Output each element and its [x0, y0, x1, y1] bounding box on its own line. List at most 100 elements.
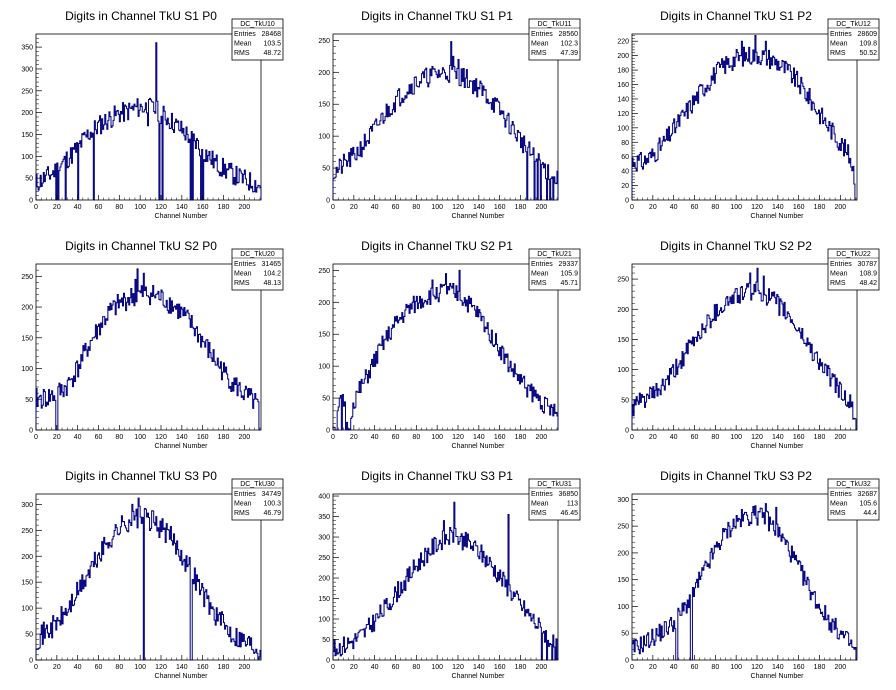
- y-tick-label: 250: [617, 277, 629, 284]
- y-tick-label: 150: [21, 335, 33, 342]
- stats-value: 104.2: [263, 271, 281, 278]
- y-tick-label: 150: [318, 332, 330, 339]
- x-tick-label: 0: [331, 664, 335, 671]
- x-tick-label: 0: [34, 664, 38, 671]
- x-tick-label: 140: [473, 434, 485, 441]
- x-tick-label: 40: [371, 664, 379, 671]
- y-tick-label: 100: [21, 366, 33, 373]
- stats-label: RMS: [830, 280, 846, 287]
- histogram-pad-2: Digits in Channel TkU S1 P1 0 20 40 60 80 100 1…: [318, 9, 581, 220]
- x-tick-label: 80: [711, 664, 719, 671]
- x-tick-label: 180: [515, 664, 527, 671]
- x-tick-label: 160: [793, 664, 805, 671]
- x-tick-label: 80: [412, 204, 420, 211]
- stats-value: 48.13: [263, 280, 281, 287]
- y-tick-label: 300: [318, 535, 330, 542]
- stats-value: 105.6: [859, 501, 877, 508]
- x-tick-label: 0: [331, 434, 335, 441]
- x-tick-label: 20: [350, 204, 358, 211]
- x-tick-label: 160: [197, 434, 209, 441]
- x-tick-label: 140: [176, 434, 188, 441]
- x-tick-label: 180: [218, 434, 230, 441]
- pad-title: Digits in Channel TkU S2 P0: [65, 239, 217, 253]
- stats-value: 105.9: [560, 271, 578, 278]
- y-tick-label: 100: [21, 606, 33, 613]
- y-tick-label: 0: [29, 658, 33, 665]
- histogram-pad-7: Digits in Channel TkU S3 P0 0 20 40 60 80 100 1…: [21, 469, 284, 680]
- x-tick-label: 20: [350, 434, 358, 441]
- x-tick-label: 140: [772, 434, 784, 441]
- stats-name: DC_TkU22: [836, 251, 871, 258]
- stats-value: 28609: [858, 31, 878, 38]
- x-tick-label: 0: [630, 434, 634, 441]
- stats-name: DC_TkU20: [240, 251, 275, 258]
- stats-value: 102.3: [560, 41, 578, 48]
- x-tick-label: 120: [452, 204, 464, 211]
- x-tick-label: 200: [238, 664, 250, 671]
- stats-value: 46.45: [560, 510, 578, 517]
- x-tick-label: 60: [392, 664, 400, 671]
- y-tick-label: 0: [326, 428, 330, 435]
- x-tick-label: 140: [473, 664, 485, 671]
- x-tick-label: 60: [691, 664, 699, 671]
- histogram-series: [35, 42, 262, 201]
- plot-frame: [332, 493, 559, 661]
- stats-value: 47.39: [560, 50, 578, 57]
- y-tick-label: 200: [318, 70, 330, 77]
- histogram-pad-1: Digits in Channel TkU S1 P0 0 20 40 60 80 100 1…: [21, 9, 284, 220]
- stats-label: Entries: [234, 261, 256, 268]
- stats-value: 29337: [559, 261, 579, 268]
- stats-box: DC_TkU21 Entries 29337 Mean 105.9 RMS 45.71: [528, 248, 581, 291]
- x-tick-label: 160: [793, 204, 805, 211]
- stats-name: DC_TkU31: [537, 481, 572, 488]
- y-tick-label: 40: [621, 169, 629, 176]
- y-tick-label: 50: [25, 176, 33, 183]
- y-tick-label: 200: [21, 554, 33, 561]
- stats-value: 28560: [559, 31, 579, 38]
- y-tick-label: 350: [21, 45, 33, 52]
- x-tick-label: 100: [134, 204, 146, 211]
- plot-frame: [631, 493, 858, 661]
- stats-label: Mean: [234, 41, 252, 48]
- x-tick-label: 80: [711, 204, 719, 211]
- y-tick-label: 250: [318, 38, 330, 45]
- stats-value: 113: [567, 501, 578, 508]
- pad-title: Digits in Channel TkU S3 P0: [65, 469, 217, 483]
- stats-name: DC_TkU21: [537, 251, 572, 258]
- x-axis-title: Channel Number: [751, 213, 805, 220]
- stats-label: Mean: [830, 501, 848, 508]
- x-tick-label: 120: [155, 664, 167, 671]
- y-tick-label: 350: [318, 514, 330, 521]
- x-tick-label: 180: [814, 434, 826, 441]
- histogram-series: [35, 497, 262, 661]
- stats-label: RMS: [234, 280, 250, 287]
- x-tick-label: 180: [515, 434, 527, 441]
- x-tick-label: 200: [535, 664, 547, 671]
- stats-box: DC_TkU32 Entries 32687 Mean 105.6 RMS 44.4: [827, 478, 880, 521]
- x-tick-label: 40: [371, 204, 379, 211]
- x-tick-label: 80: [115, 204, 123, 211]
- x-tick-label: 60: [691, 434, 699, 441]
- y-tick-label: 100: [617, 604, 629, 611]
- x-tick-label: 80: [412, 664, 420, 671]
- stats-value: 48.42: [859, 280, 877, 287]
- x-axis-title: Channel Number: [155, 443, 209, 450]
- stats-label: Mean: [234, 501, 252, 508]
- stats-label: Entries: [531, 31, 553, 38]
- x-tick-label: 200: [834, 434, 846, 441]
- y-tick-label: 20: [621, 183, 629, 190]
- stats-value: 34749: [262, 491, 282, 498]
- stats-label: Mean: [830, 41, 848, 48]
- y-tick-label: 100: [617, 125, 629, 132]
- y-tick-label: 200: [318, 576, 330, 583]
- x-tick-label: 120: [155, 434, 167, 441]
- x-tick-label: 80: [115, 664, 123, 671]
- y-tick-label: 180: [617, 68, 629, 75]
- x-tick-label: 60: [392, 434, 400, 441]
- y-tick-label: 150: [617, 577, 629, 584]
- histogram-series: [35, 268, 261, 431]
- plot-frame: [332, 263, 559, 431]
- x-tick-label: 40: [74, 204, 82, 211]
- plot-frame: [332, 33, 559, 201]
